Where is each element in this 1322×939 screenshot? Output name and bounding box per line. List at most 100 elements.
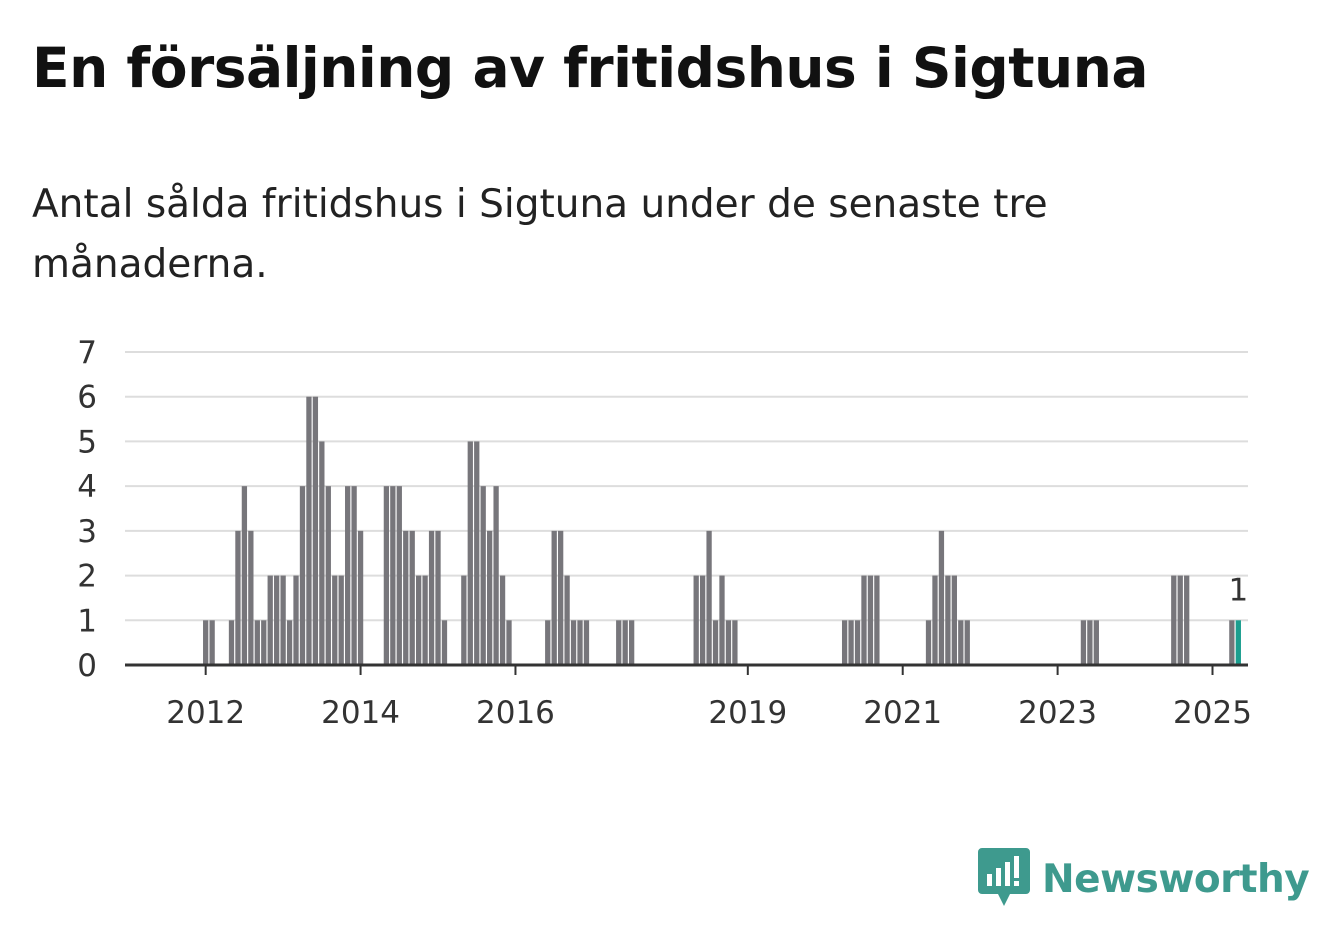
bar bbox=[383, 486, 390, 665]
bar bbox=[248, 530, 254, 665]
bar bbox=[487, 530, 493, 665]
bar bbox=[409, 530, 415, 665]
bar bbox=[628, 620, 635, 665]
highlighted-bar bbox=[1235, 620, 1241, 665]
bar bbox=[293, 575, 299, 665]
y-tick-label: 1 bbox=[77, 603, 97, 639]
bar bbox=[867, 575, 874, 665]
bar bbox=[848, 620, 854, 665]
bar bbox=[428, 530, 435, 665]
bar bbox=[1080, 620, 1087, 665]
chart-subtitle: Antal sålda fritidshus i Sigtuna under d… bbox=[32, 182, 1048, 287]
bar bbox=[351, 486, 357, 665]
bar bbox=[732, 620, 738, 665]
bar bbox=[467, 441, 473, 665]
bar bbox=[1087, 620, 1093, 665]
bar bbox=[506, 620, 512, 665]
bar bbox=[558, 530, 564, 665]
y-tick-label: 2 bbox=[77, 559, 97, 595]
y-tick-label: 6 bbox=[77, 380, 97, 416]
bar bbox=[545, 620, 551, 665]
bar bbox=[1229, 620, 1235, 665]
x-axis bbox=[125, 663, 1248, 675]
bar bbox=[706, 530, 712, 665]
bar bbox=[267, 575, 273, 665]
y-tick-label: 0 bbox=[77, 648, 97, 684]
bar bbox=[577, 620, 583, 665]
bar bbox=[712, 620, 719, 665]
bar bbox=[841, 620, 848, 665]
bar bbox=[622, 620, 628, 665]
bar bbox=[570, 620, 577, 665]
x-tick-label: 2023 bbox=[1018, 695, 1097, 731]
bar bbox=[261, 620, 267, 665]
bar bbox=[357, 530, 364, 665]
y-tick-label: 3 bbox=[77, 514, 97, 550]
bar bbox=[1093, 620, 1099, 665]
bar bbox=[932, 575, 938, 665]
bar bbox=[719, 575, 725, 665]
bar bbox=[241, 486, 248, 665]
x-tick-label: 2021 bbox=[863, 695, 942, 731]
chart-title: En försäljning av fritidshus i Sigtuna bbox=[32, 36, 1148, 100]
grid-lines bbox=[125, 351, 1248, 622]
bar bbox=[583, 620, 590, 665]
y-axis-tick-labels: 0 1 2 3 4 5 6 7 bbox=[77, 335, 97, 684]
bar bbox=[493, 486, 499, 665]
bar bbox=[725, 620, 732, 665]
bar bbox=[693, 575, 699, 665]
bar bbox=[441, 620, 448, 665]
bar bbox=[274, 575, 280, 665]
bar bbox=[474, 441, 480, 665]
bar-chart: 0 1 2 3 4 5 6 7 2012 2014 2016 2019 2021 2023 2025 1 bbox=[77, 335, 1252, 731]
bars bbox=[203, 396, 1241, 665]
x-tick-label: 2014 bbox=[321, 695, 400, 731]
x-tick-label: 2012 bbox=[166, 695, 245, 731]
bar-chart-speech-bubble-icon bbox=[978, 848, 1030, 906]
bar bbox=[422, 575, 428, 665]
bar bbox=[286, 620, 293, 665]
bar bbox=[925, 620, 932, 665]
bar bbox=[938, 530, 945, 665]
bar bbox=[228, 620, 235, 665]
y-tick-label: 7 bbox=[77, 335, 97, 371]
bar bbox=[564, 575, 570, 665]
x-tick-label: 2016 bbox=[476, 695, 555, 731]
bar bbox=[945, 575, 951, 665]
bar bbox=[312, 396, 319, 665]
x-tick-label: 2019 bbox=[708, 695, 787, 731]
bar bbox=[390, 486, 396, 665]
bar bbox=[861, 575, 867, 665]
bar bbox=[299, 486, 306, 665]
bar bbox=[958, 620, 964, 665]
bar bbox=[435, 530, 441, 665]
bar-value-label: 1 bbox=[1228, 572, 1248, 608]
bar bbox=[499, 575, 506, 665]
bar bbox=[551, 530, 557, 665]
bar bbox=[699, 575, 706, 665]
bar bbox=[964, 620, 970, 665]
bar bbox=[1171, 575, 1177, 665]
bar bbox=[209, 620, 215, 665]
brand-name: Newsworthy bbox=[1042, 856, 1310, 902]
y-tick-label: 5 bbox=[77, 424, 97, 460]
bar bbox=[325, 486, 331, 665]
bar bbox=[338, 575, 344, 665]
x-tick-label: 2025 bbox=[1173, 695, 1252, 731]
bar bbox=[396, 486, 402, 665]
newsworthy-logo: Newsworthy bbox=[978, 848, 1310, 910]
bar bbox=[332, 575, 338, 665]
data-labels: 1 bbox=[1228, 572, 1248, 608]
y-tick-label: 4 bbox=[77, 469, 97, 505]
bar bbox=[461, 575, 467, 665]
bar bbox=[416, 575, 422, 665]
bar bbox=[874, 575, 880, 665]
bar bbox=[1177, 575, 1183, 665]
bar bbox=[319, 441, 325, 665]
bar bbox=[254, 620, 260, 665]
bar bbox=[1184, 575, 1190, 665]
bar bbox=[616, 620, 622, 665]
bar bbox=[345, 486, 351, 665]
bar bbox=[854, 620, 861, 665]
bar bbox=[480, 486, 486, 665]
